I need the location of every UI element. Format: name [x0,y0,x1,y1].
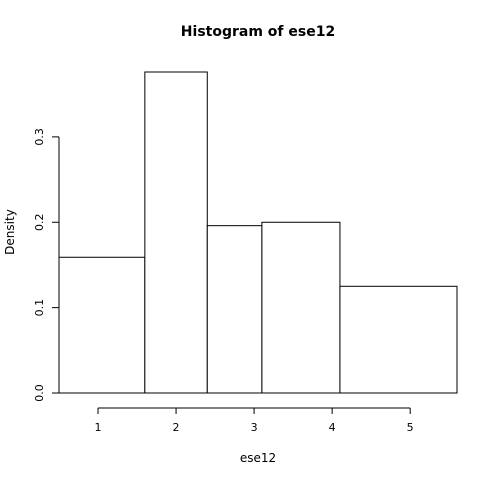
y-axis: 0.0 0.1 0.2 0.3 [33,128,60,402]
x-axis: 1 2 3 4 5 [95,407,414,434]
x-tick-label: 5 [407,421,414,434]
x-tick-label: 3 [251,421,258,434]
bars-group [58,71,458,394]
bar-2 [144,71,208,394]
y-axis-label: Density [3,209,17,255]
x-tick-label: 1 [95,421,102,434]
bar-1 [58,256,146,394]
bar-4 [261,221,341,394]
y-tick-label: 0.3 [33,128,46,146]
x-axis-label: ese12 [240,451,276,465]
y-tick-label: 0.0 [33,384,46,402]
bar-5 [339,285,458,394]
y-tick-label: 0.1 [33,299,46,317]
x-tick-label: 2 [173,421,180,434]
bar-3 [206,225,263,394]
chart-title: Histogram of ese12 [181,24,335,40]
x-tick-label: 4 [329,421,336,434]
y-tick-label: 0.2 [33,214,46,232]
